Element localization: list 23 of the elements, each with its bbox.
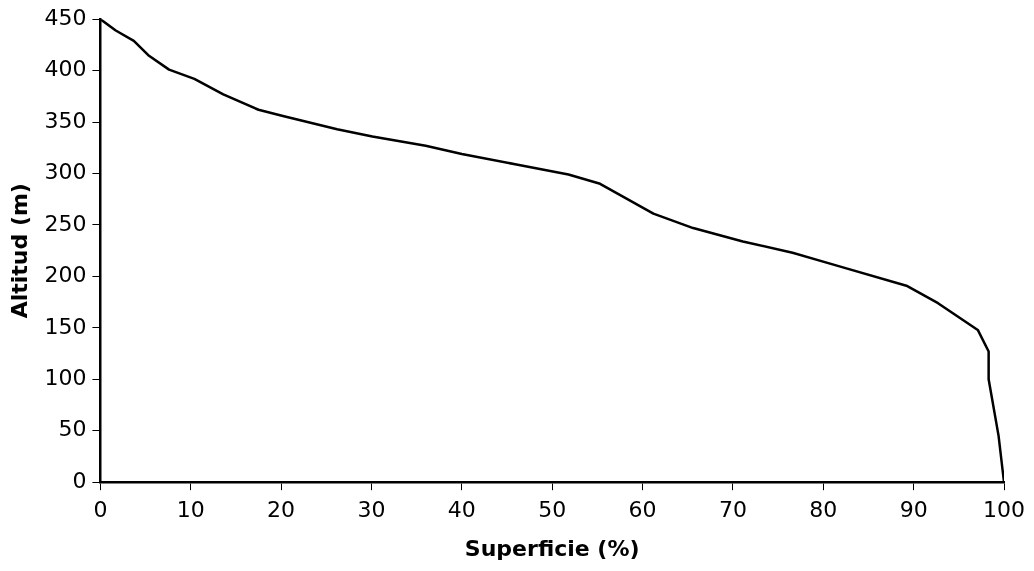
y-tick-label: 150 [44,313,87,339]
x-tick-label: 40 [447,497,476,523]
y-tick-label: 100 [44,365,87,391]
y-tick-label: 300 [44,159,87,185]
x-tick-label: 60 [628,497,657,523]
x-tick-label: 0 [93,497,108,523]
y-tick-label: 450 [44,4,87,30]
x-tick-label: 80 [809,497,838,523]
x-tick-label: 100 [983,497,1025,523]
y-tick-label: 0 [72,467,87,493]
y-tick-label: 200 [44,262,87,288]
y-tick-label: 350 [44,107,87,133]
x-tick-label: 20 [267,497,296,523]
y-tick-label: 50 [58,416,87,442]
x-axis-title: Superficie (%) [464,535,640,561]
x-tick-label: 50 [538,497,567,523]
x-tick-label: 10 [176,497,205,523]
y-axis-title: Altitud (m) [6,183,32,319]
x-tick-label: 70 [718,497,747,523]
x-tick-label: 30 [357,497,386,523]
y-tick-label: 250 [44,210,87,236]
y-tick-label: 400 [44,56,87,82]
x-tick-label: 90 [899,497,928,523]
